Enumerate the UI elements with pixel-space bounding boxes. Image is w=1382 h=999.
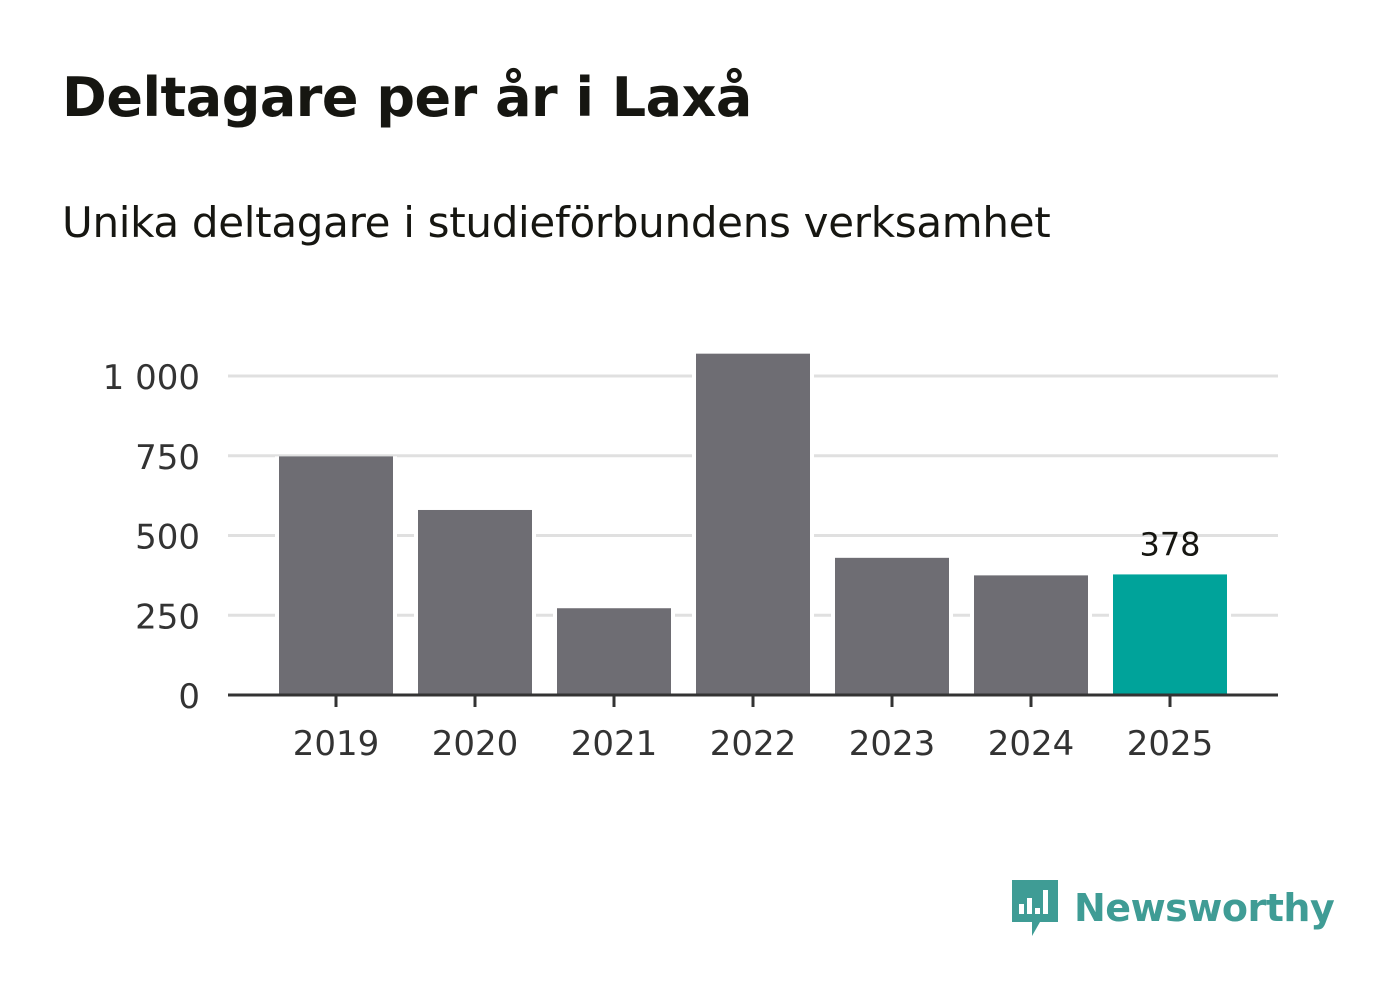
x-tick-label: 2025 xyxy=(1127,724,1214,764)
x-tick-label: 2019 xyxy=(293,724,380,764)
y-tick-label: 1 000 xyxy=(103,358,200,398)
bar-2019 xyxy=(279,456,393,695)
data-label-2025: 378 xyxy=(1139,525,1200,563)
bar-2023 xyxy=(835,557,949,695)
x-tick-label: 2020 xyxy=(432,724,519,764)
x-axis-ticks: 2019 2020 2021 2022 2023 2024 2025 xyxy=(293,724,1214,764)
x-tick-label: 2024 xyxy=(988,724,1075,764)
x-tick-label: 2023 xyxy=(849,724,936,764)
bar-2024 xyxy=(974,575,1088,695)
x-tick-label: 2021 xyxy=(571,724,658,764)
y-axis-ticks: 0 250 500 750 1 000 xyxy=(103,358,200,717)
y-tick-label: 500 xyxy=(135,518,200,558)
bars xyxy=(275,353,1231,695)
y-tick-label: 250 xyxy=(135,597,200,637)
newsworthy-logo: Newsworthy xyxy=(1010,878,1335,938)
bar-2022 xyxy=(696,353,810,695)
chart-subtitle: Unika deltagare i studieförbundens verks… xyxy=(62,198,1051,247)
bar-2025 xyxy=(1113,574,1227,695)
chart-title: Deltagare per år i Laxå xyxy=(62,66,752,129)
x-tick-label: 2022 xyxy=(710,724,797,764)
brand-name: Newsworthy xyxy=(1074,886,1335,930)
data-labels: 378 xyxy=(1139,525,1200,563)
bar-chart-speech-icon xyxy=(1012,880,1058,936)
y-tick-label: 750 xyxy=(135,438,200,478)
x-axis xyxy=(228,693,1278,707)
y-tick-label: 0 xyxy=(178,677,200,717)
bar-2020 xyxy=(418,509,532,695)
bar-2021 xyxy=(557,608,671,695)
